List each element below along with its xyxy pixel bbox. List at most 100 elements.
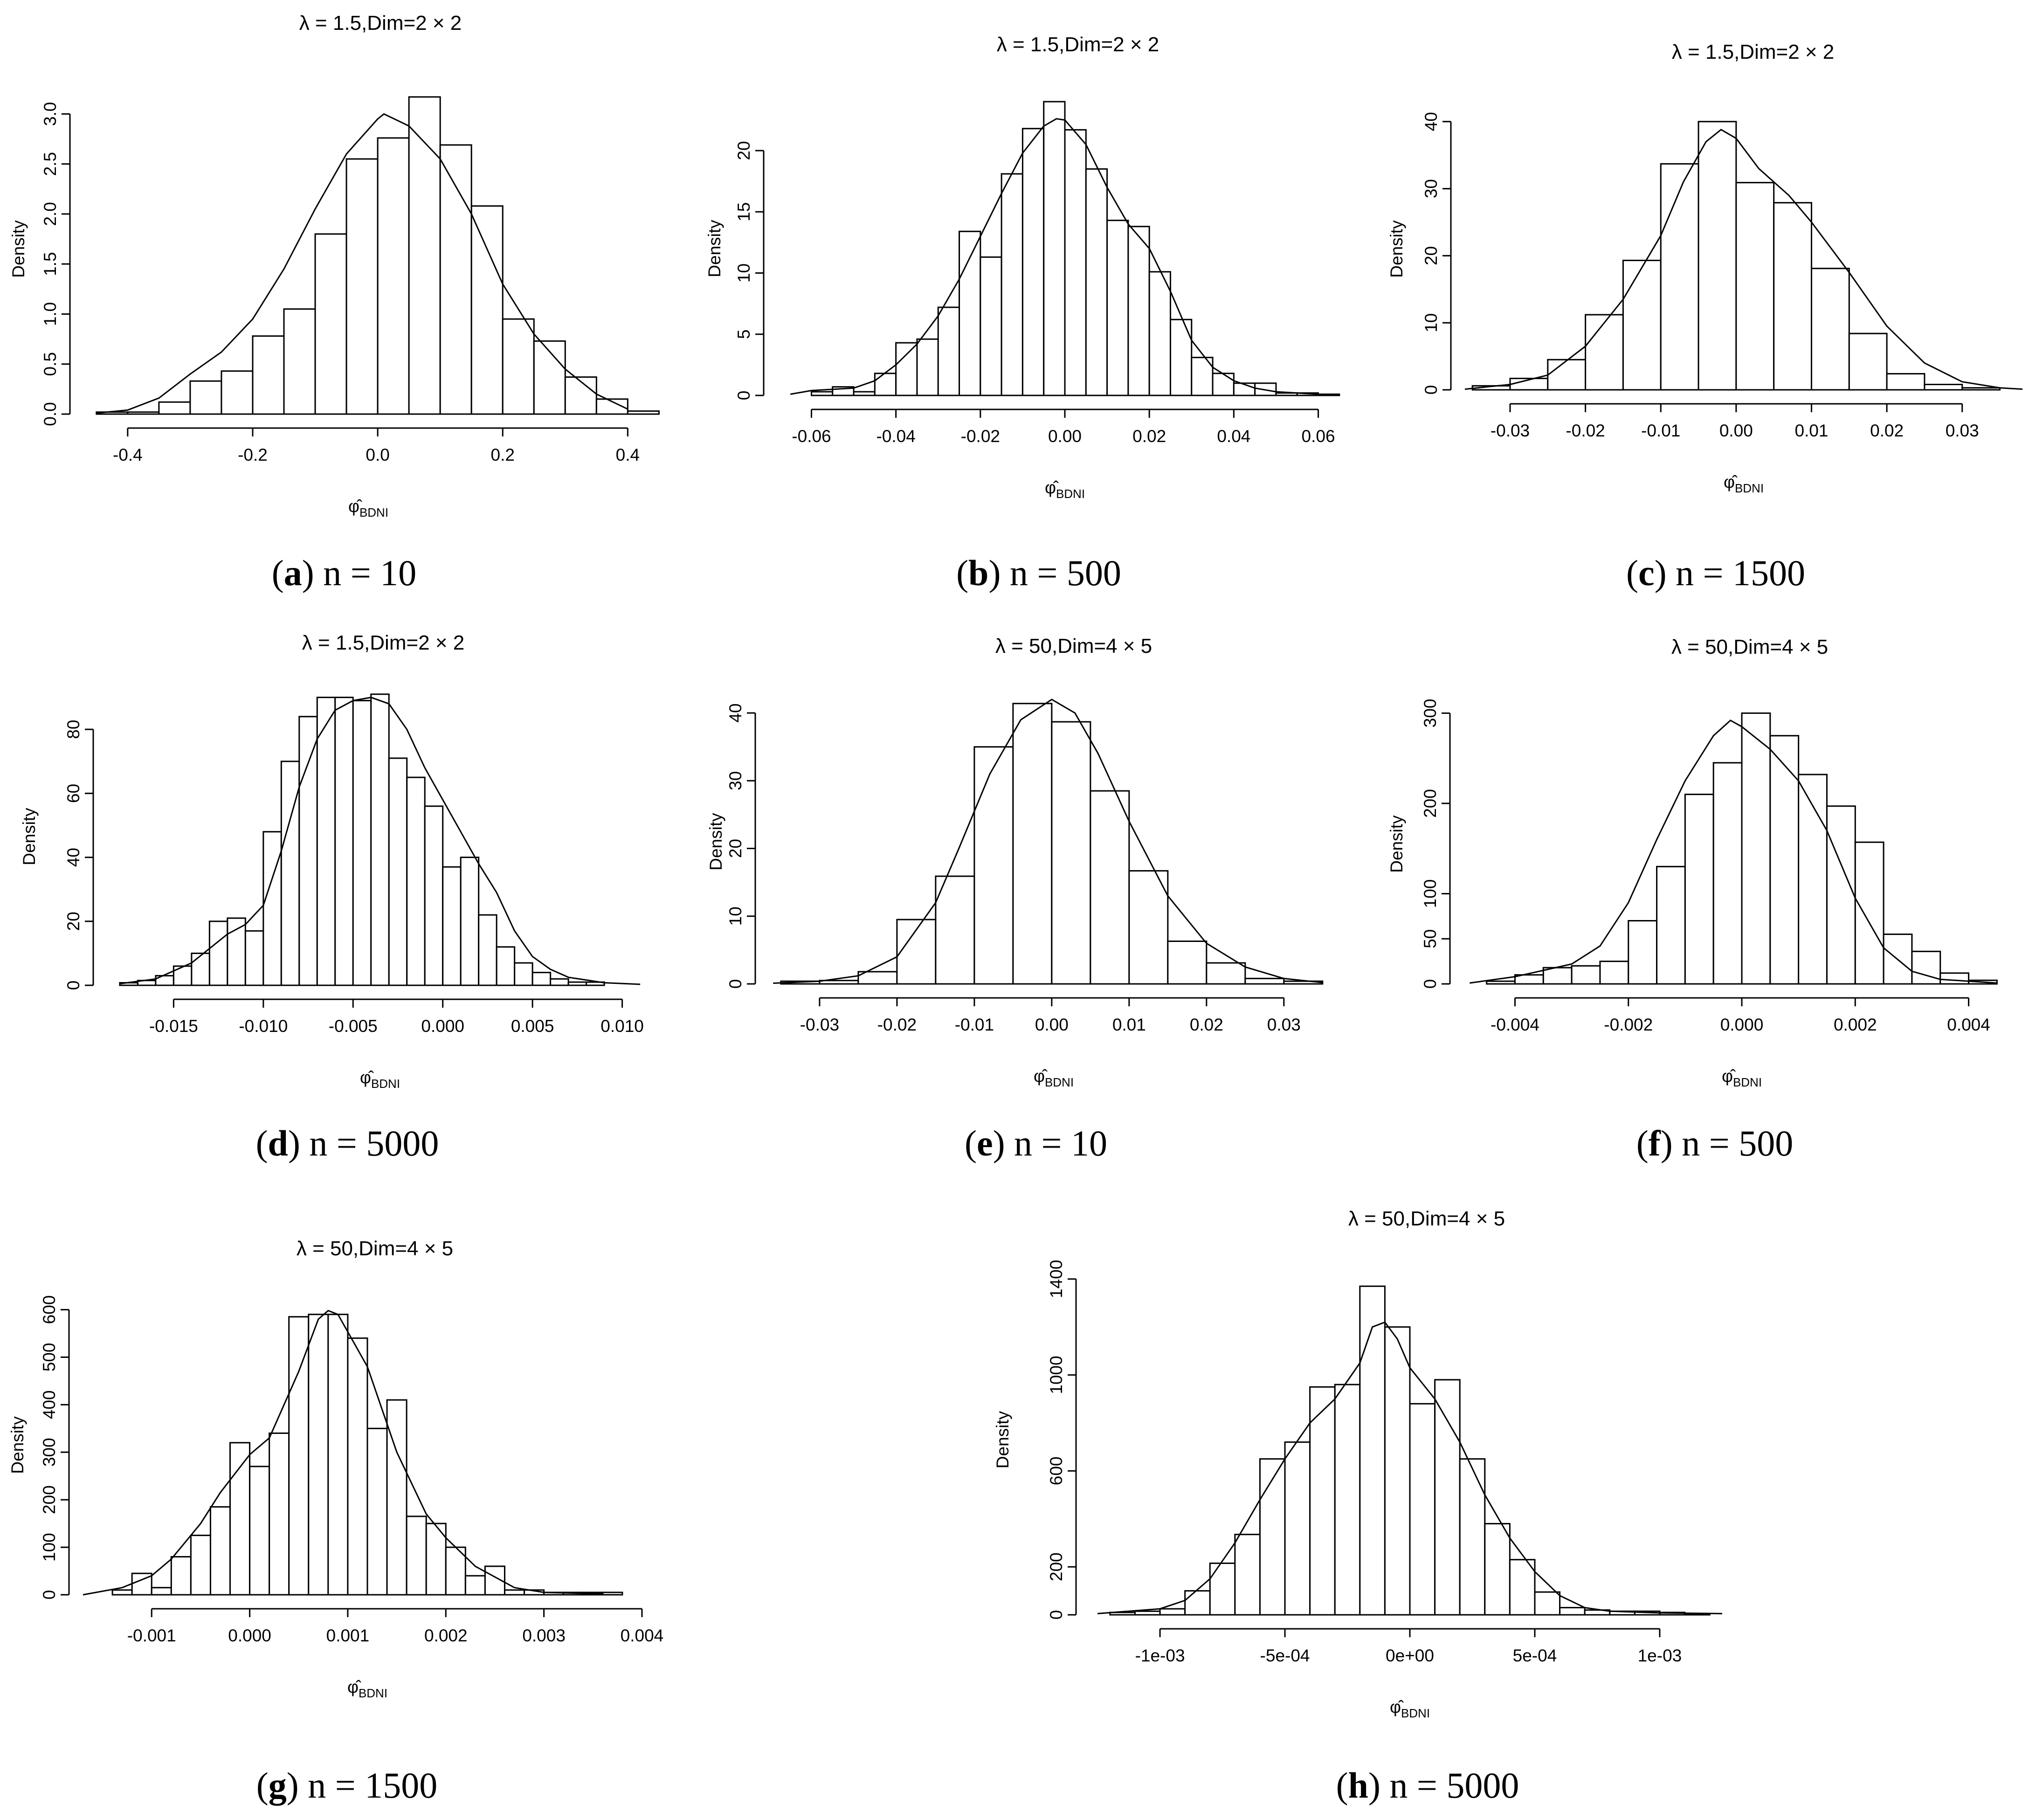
histogram-bar (1090, 790, 1130, 985)
y-tick-label: 30 (726, 771, 745, 790)
y-tick-label: 300 (1421, 699, 1440, 727)
caption-text: n = 1500 (308, 1765, 437, 1806)
histogram-bar (221, 370, 254, 415)
histogram-bar (470, 205, 504, 415)
x-tick-label: -0.03 (1491, 421, 1530, 440)
density-curve (1097, 1321, 1722, 1614)
x-tick-label: 0.02 (1190, 1015, 1223, 1034)
x-tick-label: -0.015 (149, 1017, 198, 1036)
histogram-bar (564, 376, 597, 415)
caption-close-paren: ) (1655, 553, 1676, 593)
x-tick-label: 0.002 (1834, 1015, 1877, 1034)
y-tick-label: 600 (1047, 1457, 1066, 1486)
histogram-bar (334, 697, 354, 986)
y-tick-label: 0 (726, 979, 745, 989)
histogram-bar (370, 693, 390, 986)
x-tick-label: 0.03 (1267, 1015, 1301, 1034)
y-axis-label: Density (705, 220, 724, 277)
histogram-bar (1911, 950, 1941, 985)
histogram-bar (151, 1587, 172, 1596)
y-tick-label: 400 (40, 1391, 59, 1419)
x-tick-label: 0.2 (491, 445, 515, 464)
histogram-bar (208, 920, 228, 986)
chart-panel-g: -0.001 0.000 0.001 0.002 0.003 0.004 0 100 200 30… (8, 1237, 663, 1806)
caption-close-paren: ) (1368, 1765, 1389, 1806)
caption-letter: h (1348, 1765, 1368, 1806)
histogram-bar (1159, 1608, 1186, 1616)
caption-letter: b (968, 553, 988, 593)
x-tick-label: -0.02 (1566, 421, 1605, 440)
caption-close-paren: ) (288, 1123, 309, 1163)
y-tick-label: 200 (1047, 1552, 1066, 1581)
chart-panel-b: -0.06 -0.04 -0.02 0.00 0.02 0.04 0.06 0 5 10 15 20 D… (705, 33, 1340, 593)
x-tick-label: -1e-03 (1135, 1646, 1185, 1665)
histogram-bar (288, 1316, 310, 1596)
histogram-bar (442, 866, 462, 986)
caption-close-paren: ) (1661, 1123, 1682, 1163)
x-tick-label: 0.01 (1794, 421, 1828, 440)
figure-caption: (e) n = 10 (965, 1123, 1107, 1163)
x-axis-label: φ̂BDNI (360, 1068, 400, 1091)
y-axis-label: Density (706, 813, 725, 871)
caption-open-paren: ( (1336, 1765, 1348, 1806)
y-tick-label: 200 (1421, 789, 1440, 818)
x-tick-label: 0.000 (228, 1626, 271, 1645)
x-tick-label: 0e+00 (1386, 1646, 1434, 1665)
x-tick-label: -0.2 (238, 445, 268, 464)
x-tick-label: 0.004 (621, 1626, 664, 1645)
histogram-bar (1741, 712, 1771, 985)
histogram-bar (298, 716, 318, 986)
y-tick-label: 5 (734, 329, 753, 339)
chart-title: λ = 50,Dim=4 × 5 (297, 1237, 453, 1260)
histogram-bar (1409, 1403, 1436, 1616)
histogram-bar (170, 1556, 192, 1596)
histogram-bar (959, 230, 981, 396)
x-axis-label: φ̂BDNI (347, 1677, 387, 1700)
y-tick-label: 3.0 (41, 102, 60, 126)
histogram-bar (895, 342, 918, 396)
y-axis-label: Density (8, 1416, 27, 1474)
x-tick-label: -0.02 (877, 1015, 917, 1034)
y-tick-label: 0 (1047, 1610, 1066, 1620)
histogram-bar (252, 335, 285, 415)
histogram-bar (1939, 972, 1970, 985)
histogram-bar (209, 1506, 231, 1596)
caption-open-paren: ( (1636, 1123, 1649, 1163)
x-tick-label: -0.010 (239, 1017, 288, 1036)
histogram-bar (316, 697, 336, 986)
histogram-bar (1051, 721, 1091, 985)
x-axis-label-subscript: BDNI (371, 1077, 400, 1091)
y-tick-label: 80 (64, 720, 83, 739)
histogram-bar (1212, 373, 1235, 396)
figure-caption: (c) n = 1500 (1626, 553, 1805, 593)
x-axis-label-subscript: BDNI (1401, 1706, 1430, 1720)
y-tick-label: 40 (726, 703, 745, 722)
histogram-bar (464, 1575, 486, 1596)
x-tick-label: -0.04 (876, 427, 915, 446)
y-tick-label: 10 (1422, 313, 1441, 332)
histogram-bar (1309, 1386, 1336, 1616)
histogram-bar (1259, 1458, 1286, 1616)
histogram-bar (1848, 332, 1888, 391)
y-tick-label: 0 (40, 1590, 59, 1600)
histogram-bar (1656, 865, 1686, 985)
y-tick-label: 60 (64, 784, 83, 803)
x-tick-label: -0.004 (1491, 1015, 1539, 1034)
x-tick-label: -0.002 (1604, 1015, 1653, 1034)
chart-title: λ = 50,Dim=4 × 5 (995, 635, 1152, 657)
x-tick-label: -0.001 (127, 1626, 176, 1645)
histogram-bar (377, 137, 410, 415)
x-tick-label: 1e-03 (1638, 1646, 1682, 1665)
histogram-bar (1773, 202, 1812, 391)
histogram-bar (1064, 129, 1087, 396)
density-curve (96, 113, 628, 414)
x-axis-label-subscript: BDNI (1045, 1075, 1074, 1089)
histogram-bar (935, 875, 975, 985)
y-tick-label: 1.0 (41, 302, 60, 326)
x-tick-label: 5e-04 (1513, 1646, 1557, 1665)
y-tick-label: 0.0 (41, 402, 60, 426)
y-tick-label: 15 (734, 202, 753, 221)
histogram-bar (857, 971, 898, 985)
histogram-bar (1434, 1379, 1461, 1616)
